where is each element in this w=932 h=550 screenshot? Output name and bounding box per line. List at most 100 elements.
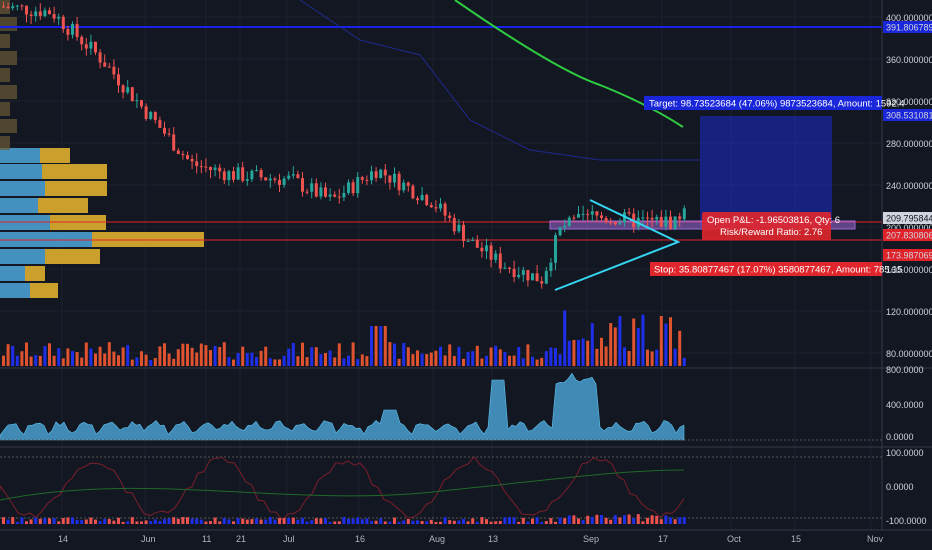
- volume-bar: [153, 358, 157, 366]
- indicator2-bar: [595, 514, 599, 524]
- current-price: 209.79584426: [886, 214, 932, 224]
- indicator2-bar: [305, 521, 309, 524]
- indicator2-bar: [2, 517, 5, 524]
- candle-body: [255, 170, 258, 172]
- candle-body: [457, 224, 461, 232]
- candle-body: [531, 273, 534, 281]
- indicator2-bar: [38, 518, 42, 524]
- indicator2-bar: [471, 518, 475, 524]
- vprofile-bar-dim: [0, 68, 10, 82]
- indicator2-bar: [429, 519, 433, 524]
- volume-bar: [319, 353, 323, 366]
- candle-body: [641, 217, 645, 219]
- vprofile-bar-blue: [0, 164, 42, 179]
- open-pnl-text: Open P&L: -1.96503816, Qty: 6: [707, 215, 840, 226]
- indicator2-bar: [328, 521, 332, 524]
- volume-bar: [586, 340, 590, 366]
- pnl-box[interactable]: Open P&L: -1.96503816, Qty: 6 Risk/Rewar…: [702, 212, 840, 240]
- volume-bar: [130, 359, 134, 366]
- ind1-tick-0: 0.0000: [886, 432, 914, 442]
- indicator2-bar: [218, 521, 222, 524]
- candle-body: [503, 267, 507, 269]
- volume-bar: [512, 355, 516, 366]
- indicator2-bar: [402, 520, 406, 524]
- indicator2-bar: [370, 521, 373, 524]
- indicator2-bar: [360, 519, 364, 524]
- indicator2-bar: [11, 517, 15, 524]
- price-axis[interactable]: 400.00000000 360.00000000 320.00000000 2…: [881, 0, 932, 530]
- red-line-price-label: [883, 229, 932, 241]
- volume-bar: [664, 323, 668, 366]
- indicator-panel-2[interactable]: [0, 456, 882, 524]
- candle-body: [655, 216, 659, 220]
- price-candles[interactable]: [2, 1, 686, 289]
- indicator2-bar: [388, 521, 392, 524]
- indicator2-bar: [98, 521, 102, 524]
- candle-body: [250, 170, 254, 180]
- candle-body: [112, 66, 116, 75]
- indicator2-bar: [600, 514, 603, 524]
- candle-body: [66, 29, 70, 35]
- candle-body: [190, 158, 194, 162]
- volume-bar: [425, 354, 429, 366]
- volume-bar: [535, 359, 539, 366]
- indicator2-bar: [508, 517, 511, 524]
- drawings[interactable]: [554, 199, 681, 291]
- candle-body: [397, 173, 401, 191]
- ind1-tick-800: 800.0000: [886, 365, 924, 375]
- indicator2-bar: [466, 521, 470, 524]
- vprofile-bar-gold: [45, 249, 100, 264]
- candle-body: [126, 87, 130, 93]
- volume-bar: [282, 355, 286, 366]
- volume-bar: [218, 347, 222, 366]
- candle-body: [411, 185, 415, 199]
- indicator2-bar: [374, 520, 378, 524]
- candle-body: [646, 217, 649, 219]
- volume-bar: [443, 355, 447, 366]
- candle-body: [452, 217, 456, 232]
- indicator2-bar: [268, 517, 272, 524]
- volume-bar: [89, 348, 93, 366]
- volume-bar: [347, 355, 350, 366]
- red-line-price: 207.83080610: [886, 231, 932, 241]
- indicator-panel-1[interactable]: [0, 372, 882, 441]
- volume-bar: [590, 323, 594, 366]
- price-tick-240: 240.00000000: [886, 181, 932, 191]
- indicator2-bar: [6, 519, 10, 524]
- indicator2-bar: [222, 518, 226, 524]
- indicator2-bar: [567, 515, 571, 524]
- volume-bar: [370, 326, 373, 366]
- indicator2-bar: [241, 518, 245, 524]
- candle-body: [439, 203, 442, 209]
- vprofile-bar-gold: [38, 198, 88, 213]
- candle-body: [204, 166, 208, 168]
- signal-line: [0, 469, 685, 501]
- candle-body: [319, 187, 323, 197]
- stop-box[interactable]: Stop: 35.80877467 (17.07%) 3580877467, A…: [650, 262, 903, 276]
- indicator2-bar: [526, 521, 530, 524]
- candle-body: [402, 182, 406, 191]
- indicator2-bar: [61, 518, 65, 524]
- volume-bar: [2, 355, 5, 366]
- indicator2-bar: [618, 517, 622, 524]
- volume-bar: [250, 352, 254, 366]
- volume-bar: [646, 349, 649, 366]
- time-axis[interactable]: 14 Jun 11 21 Jul 16 Aug 13 Sep 17 Oct 15…: [0, 529, 932, 544]
- indicator2-bar: [121, 521, 125, 524]
- indicator2-bar: [301, 518, 304, 524]
- indicator2-bar: [282, 518, 286, 524]
- indicator2-bar: [659, 519, 663, 524]
- candle-body: [71, 23, 74, 35]
- candle-body: [544, 271, 548, 284]
- indicator2-bar: [71, 517, 74, 524]
- volume-bar: [554, 348, 557, 366]
- volume-bar: [98, 346, 102, 366]
- candle-body: [508, 267, 511, 269]
- candle-body: [57, 16, 61, 19]
- indicator2-bar: [144, 520, 148, 524]
- volume-bar: [531, 356, 534, 366]
- target-zone[interactable]: [700, 116, 832, 226]
- volume-bar: [678, 330, 682, 366]
- target-box[interactable]: Target: 98.73523684 (47.06%) 9873523684,…: [644, 96, 905, 110]
